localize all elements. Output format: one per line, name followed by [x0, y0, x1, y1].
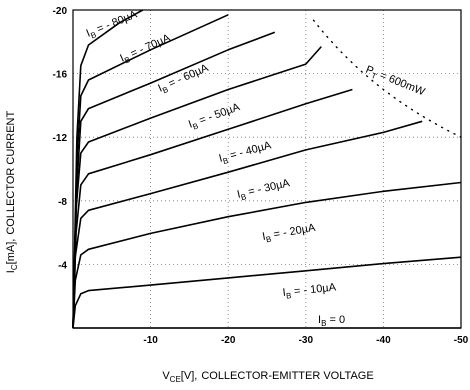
- curve-label-1: IB = - 10µA: [282, 281, 337, 301]
- series-line-3: [72, 120, 423, 329]
- x-tick-label: -50: [454, 335, 469, 346]
- series-line-2: [72, 181, 462, 329]
- curve-label-1-text: = - 10µA: [290, 281, 337, 298]
- series-line-8: [72, 9, 144, 329]
- curve-label-2-sub: B: [265, 235, 272, 245]
- curve-label-4-sub: B: [222, 156, 229, 166]
- curve-label-5-sub: B: [192, 121, 200, 131]
- y-tick-label: -12: [53, 133, 68, 144]
- curve-label-1-sub: B: [286, 291, 292, 301]
- curve-label-6-sub: B: [161, 85, 170, 95]
- curve-label-1-symbol: I: [282, 287, 286, 299]
- y-axis-symbol: I: [5, 270, 17, 273]
- curve-label-2-text: = - 20µA: [270, 222, 317, 242]
- curve-label-4: IB = - 40µA: [218, 139, 274, 167]
- x-axis-symbol: V: [162, 370, 170, 382]
- curve-label-zero-text: = 0: [326, 314, 345, 326]
- x-axis-sub: CE: [170, 375, 181, 384]
- x-tick-label: -30: [299, 335, 314, 346]
- y-axis-text: COLLECTOR CURRENT: [5, 111, 17, 235]
- curve-label-4-text: = - 40µA: [226, 139, 273, 162]
- power-limit-label: PT = 600mW: [363, 64, 427, 101]
- power-limit-line: [312, 19, 462, 138]
- x-tick-label: -40: [376, 335, 391, 346]
- curve-label-7-sub: B: [123, 55, 132, 65]
- plot-frame: [72, 9, 462, 329]
- curve-label-8-symbol: I: [85, 28, 92, 40]
- curve-label-6-text: = - 60µA: [164, 62, 211, 92]
- curve-label-2-symbol: I: [261, 231, 266, 243]
- x-axis-label: VCE[V], COLLECTOR-EMITTER VOLTAGE: [162, 370, 373, 384]
- tick-labels: -10 -20 -30 -40 -50 -4 -8 -12 -16 -20: [53, 6, 469, 346]
- x-axis-text: COLLECTOR-EMITTER VOLTAGE: [201, 370, 373, 382]
- curve-label-8-text: = - 80µA: [92, 8, 139, 36]
- curve-label-3-symbol: I: [236, 189, 242, 201]
- curve-label-zero-symbol: I: [318, 314, 321, 326]
- y-axis-unit: [mA],: [5, 239, 17, 265]
- curve-label-6-symbol: I: [156, 83, 164, 95]
- y-tick-label: -16: [53, 70, 68, 81]
- curve-label-2: IB = - 20µA: [261, 222, 317, 245]
- power-limit-label-symbol: P: [364, 64, 375, 78]
- curve-label-8: IB = - 80µA: [85, 8, 141, 41]
- curve-label-3: IB = - 30µA: [236, 177, 292, 203]
- y-tick-label: -8: [58, 197, 67, 208]
- curve-label-7-text: = - 70µA: [126, 32, 173, 62]
- y-axis-sub: C: [10, 264, 19, 270]
- power-limit-curve: [312, 19, 462, 138]
- power-limit-label-text: = 600mW: [375, 68, 427, 98]
- curve-label-zero: IB = 0: [318, 314, 345, 328]
- x-tick-label: -20: [221, 335, 236, 346]
- curve-label-zero-sub: B: [321, 319, 326, 328]
- y-tick-label: -20: [53, 6, 68, 17]
- curve-label-6: IB = - 60µA: [156, 62, 211, 97]
- curve-label-3-sub: B: [240, 192, 247, 202]
- power-limit-label-sub: T: [370, 71, 378, 81]
- curve-label-7: IB = - 70µA: [118, 32, 173, 67]
- y-axis-label: IC[mA], COLLECTOR CURRENT: [5, 111, 19, 274]
- series-line-1: [72, 256, 462, 329]
- curve-label-8-sub: B: [89, 30, 97, 40]
- curve-label-5-symbol: I: [187, 118, 194, 130]
- curve-label-5-text: = - 50µA: [195, 101, 242, 128]
- curve-label-4-symbol: I: [218, 153, 224, 165]
- curve-label-7-symbol: I: [118, 53, 126, 65]
- x-axis-unit: [V],: [181, 370, 198, 382]
- series-line-4: [72, 88, 353, 329]
- curve-label-3-text: = - 30µA: [244, 177, 291, 199]
- y-tick-label: -4: [58, 260, 67, 271]
- x-tick-label: -10: [143, 335, 158, 346]
